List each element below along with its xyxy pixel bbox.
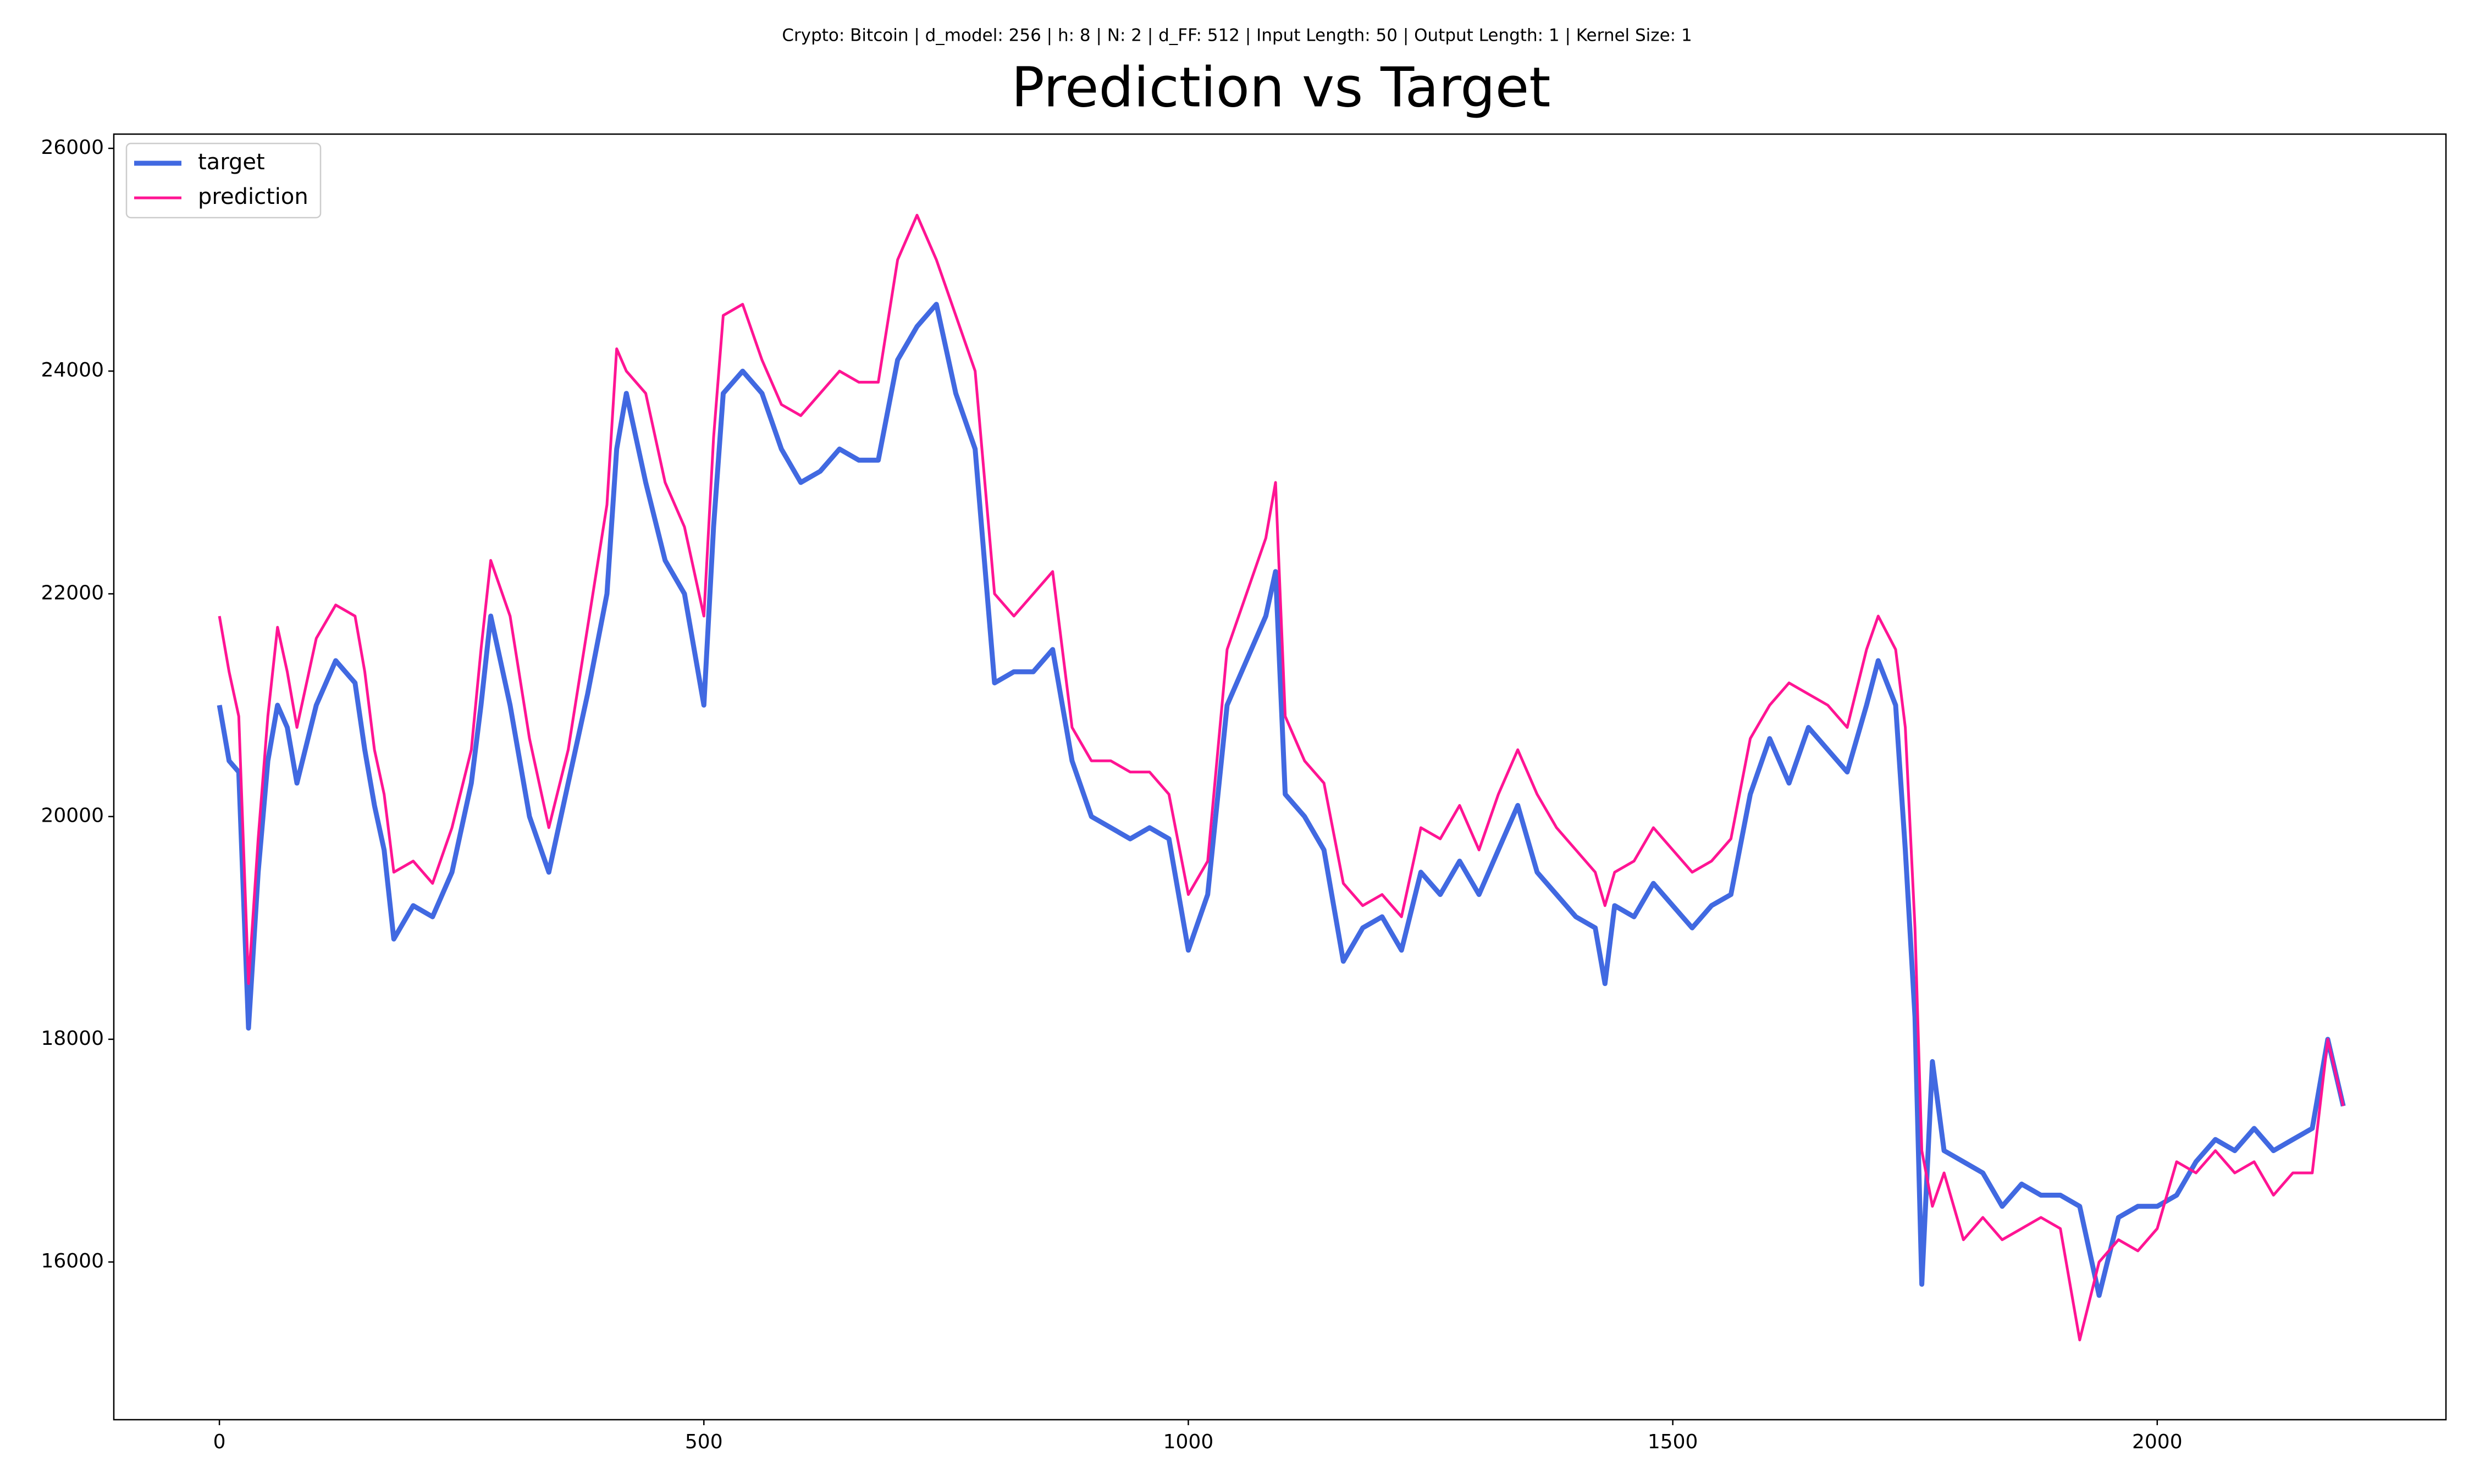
y-tick-label: 16000 xyxy=(41,1250,104,1272)
x-tick-label: 1500 xyxy=(1648,1431,1698,1453)
y-tick-label: 18000 xyxy=(41,1027,104,1050)
x-tick-label: 0 xyxy=(213,1431,226,1453)
y-tick-label: 26000 xyxy=(41,136,104,159)
series-line xyxy=(217,302,2346,1298)
y-tick-label: 20000 xyxy=(41,805,104,827)
plot-frame xyxy=(113,133,2447,1421)
y-tick-label: 22000 xyxy=(41,582,104,604)
legend-label: prediction xyxy=(198,184,308,209)
x-tick-label: 500 xyxy=(685,1431,723,1453)
series-line xyxy=(218,214,2345,1342)
x-tick-label: 2000 xyxy=(2132,1431,2183,1453)
y-tick-label: 24000 xyxy=(41,359,104,381)
chart-subtitle: Crypto: Bitcoin | d_model: 256 | h: 8 | … xyxy=(782,26,1692,46)
chart-title: Prediction vs Target xyxy=(1011,55,1550,119)
x-tick-label: 1000 xyxy=(1163,1431,1214,1453)
legend-label: target xyxy=(198,149,265,175)
